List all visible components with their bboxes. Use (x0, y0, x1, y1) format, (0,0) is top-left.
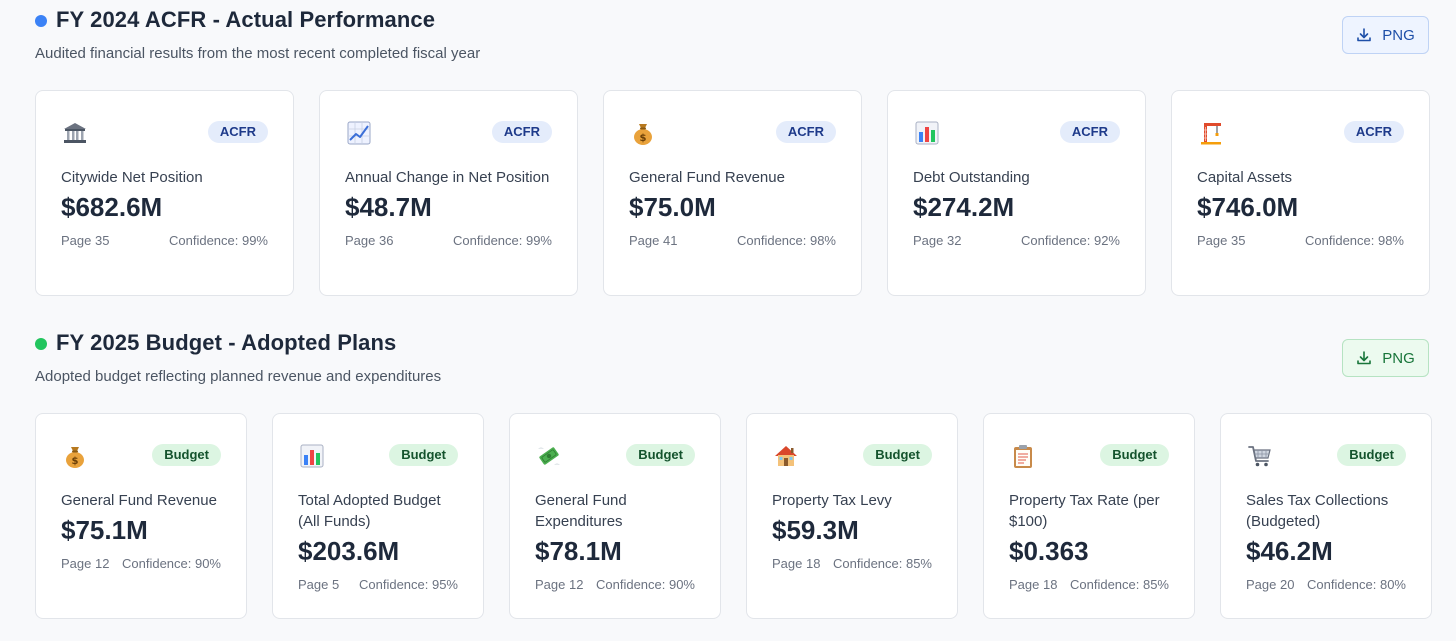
status-dot (35, 15, 47, 27)
page-reference: Page 18 (772, 556, 821, 571)
metric-value: $0.363 (1009, 536, 1089, 566)
metric-value: $682.6M (61, 192, 163, 222)
bar-chart-icon (915, 121, 939, 145)
download-icon (1357, 351, 1372, 365)
metric-label: Total Adopted Budget (All Funds) (298, 492, 441, 530)
money-with-wings-icon (538, 447, 560, 465)
export-png-button[interactable]: PNG (1342, 339, 1429, 377)
bar-chart-icon (300, 444, 324, 468)
source-badge: ACFR (491, 121, 552, 143)
metric-value: $746.0M (1197, 192, 1299, 222)
svg-text:$: $ (640, 133, 647, 144)
metric-card: ACFR Citywide Net Position $682.6M Page … (35, 90, 294, 296)
acfr-section: FY 2024 ACFR - Actual Performance Audite… (0, 0, 1456, 296)
source-badge: Budget (152, 444, 221, 466)
confidence-score: Confidence: 99% (452, 233, 552, 248)
status-dot (35, 338, 47, 350)
metric-card: Budget Property Tax Levy $59.3M Page 18 … (746, 413, 958, 619)
metric-label: Property Tax Rate (per $100) (1009, 492, 1160, 530)
page-reference: Page 35 (1197, 233, 1246, 248)
page-reference: Page 36 (345, 233, 394, 248)
metric-value: $59.3M (772, 515, 859, 545)
metric-value: $48.7M (345, 192, 432, 222)
metric-label: Annual Change in Net Position (345, 169, 550, 186)
confidence-score: Confidence: 99% (168, 233, 268, 248)
confidence-score: Confidence: 95% (358, 577, 458, 592)
metric-label: Capital Assets (1197, 169, 1293, 186)
confidence-score: Confidence: 90% (595, 577, 695, 592)
confidence-score: Confidence: 85% (832, 556, 932, 571)
confidence-score: Confidence: 90% (121, 556, 221, 571)
bank-icon (64, 123, 86, 143)
metric-card: ACFR Annual Change in Net Position $48.7… (319, 90, 578, 296)
metric-value: $203.6M (298, 536, 400, 566)
chart-increasing-icon (347, 121, 371, 145)
page-reference: Page 20 (1246, 577, 1295, 592)
metric-value: $46.2M (1246, 536, 1333, 566)
shopping-cart-icon (1248, 446, 1271, 467)
page-reference: Page 12 (535, 577, 584, 592)
metric-label: Sales Tax Collections (Budgeted) (1246, 492, 1389, 530)
source-badge: Budget (389, 444, 458, 466)
metric-cards: $ Budget General Fund Revenue $75.1M Pag… (35, 413, 1432, 619)
section-header: FY 2025 Budget - Adopted Plans Adopted b… (0, 323, 1456, 413)
page-reference: Page 12 (61, 556, 110, 571)
metric-label: General Fund Revenue (629, 169, 785, 186)
budget-section: FY 2025 Budget - Adopted Plans Adopted b… (0, 323, 1456, 619)
page-reference: Page 18 (1009, 577, 1058, 592)
source-badge: ACFR (775, 121, 836, 143)
page-reference: Page 35 (61, 233, 110, 248)
page-reference: Page 32 (913, 233, 962, 248)
download-icon (1357, 28, 1372, 42)
source-badge: Budget (1337, 444, 1406, 466)
source-badge: ACFR (1343, 121, 1404, 143)
metric-value: $274.2M (913, 192, 1015, 222)
clipboard-icon (1014, 445, 1032, 468)
metric-card: Budget General Fund Expenditures $78.1M … (509, 413, 721, 619)
money-bag-icon: $ (66, 447, 84, 468)
metric-card: Budget Sales Tax Collections (Budgeted) … (1220, 413, 1432, 619)
svg-text:$: $ (72, 456, 79, 467)
page-reference: Page 41 (629, 233, 678, 248)
section-subtitle: Adopted budget reflecting planned revenu… (35, 368, 442, 385)
source-badge: ACFR (1059, 121, 1120, 143)
metric-card: Budget Property Tax Rate (per $100) $0.3… (983, 413, 1195, 619)
money-bag-icon: $ (634, 124, 652, 145)
metric-label: Property Tax Levy (772, 492, 892, 509)
house-icon (775, 446, 797, 466)
source-badge: Budget (626, 444, 695, 466)
section-title: FY 2024 ACFR - Actual Performance (56, 7, 436, 32)
construction-crane-icon (1201, 123, 1221, 145)
export-png-button[interactable]: PNG (1342, 16, 1429, 54)
page-reference: Page 5 (298, 577, 340, 592)
confidence-score: Confidence: 92% (1020, 233, 1120, 248)
metric-label: Debt Outstanding (913, 169, 1030, 186)
section-subtitle: Audited financial results from the most … (35, 45, 481, 62)
confidence-score: Confidence: 85% (1069, 577, 1169, 592)
metric-value: $78.1M (535, 536, 622, 566)
metric-value: $75.1M (61, 515, 148, 545)
export-label: PNG (1382, 349, 1415, 367)
metric-card: $ ACFR General Fund Revenue $75.0M Page … (603, 90, 862, 296)
export-label: PNG (1382, 26, 1415, 44)
metric-value: $75.0M (629, 192, 716, 222)
metric-card: ACFR Debt Outstanding $274.2M Page 32 Co… (887, 90, 1146, 296)
source-badge: Budget (1100, 444, 1169, 466)
metric-cards: ACFR Citywide Net Position $682.6M Page … (35, 90, 1430, 296)
confidence-score: Confidence: 80% (1306, 577, 1406, 592)
metric-label: General Fund Expenditures (535, 492, 627, 530)
source-badge: Budget (863, 444, 932, 466)
section-header: FY 2024 ACFR - Actual Performance Audite… (0, 0, 1456, 90)
confidence-score: Confidence: 98% (736, 233, 836, 248)
metric-card: Budget Total Adopted Budget (All Funds) … (272, 413, 484, 619)
confidence-score: Confidence: 98% (1304, 233, 1404, 248)
metric-label: Citywide Net Position (61, 169, 203, 186)
metric-card: ACFR Capital Assets $746.0M Page 35 Conf… (1171, 90, 1430, 296)
metric-label: General Fund Revenue (61, 492, 217, 509)
source-badge: ACFR (207, 121, 268, 143)
section-title: FY 2025 Budget - Adopted Plans (56, 330, 397, 355)
metric-card: $ Budget General Fund Revenue $75.1M Pag… (35, 413, 247, 619)
